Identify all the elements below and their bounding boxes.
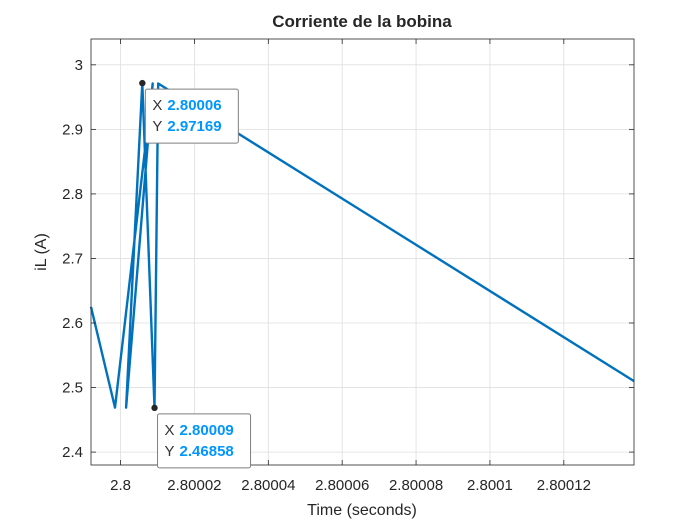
- datatip: X 2.80009 Y 2.46858: [157, 413, 252, 469]
- datatip-y-key: Y: [165, 443, 175, 460]
- x-tick-label: 2.80012: [537, 477, 591, 494]
- x-tick-label: 2.80008: [389, 477, 443, 494]
- y-tick-label: 2.9: [62, 121, 83, 138]
- x-tick-label: 2.80006: [315, 477, 369, 494]
- datatip-y-key: Y: [152, 118, 162, 135]
- y-tick-label: 2.4: [62, 444, 83, 461]
- datatip-x-key: X: [152, 97, 162, 114]
- datatip-marker: [151, 404, 158, 412]
- x-axis-label: Time (seconds): [307, 502, 417, 519]
- datatip: X 2.80006 Y 2.97169: [144, 88, 239, 144]
- chart-title: Corriente de la bobina: [272, 12, 452, 31]
- datatips: X 2.80006 Y 2.97169 X 2.80009 Y 2.46858: [139, 79, 252, 469]
- y-tick-label: 2.8: [62, 186, 83, 203]
- datatip-x-value: 2.80006: [167, 97, 221, 114]
- ticks: 2.8 2.80002 2.80004 2.80006 2.80008 2.8001 2.8…: [62, 39, 634, 494]
- datatip-y-value: 2.46858: [180, 443, 234, 460]
- y-tick-label: 3: [75, 57, 83, 74]
- datatip-box: [157, 413, 252, 469]
- datatip-x-value: 2.80009: [180, 422, 234, 439]
- y-tick-label: 2.6: [62, 315, 83, 332]
- y-tick-label: 2.7: [62, 250, 83, 267]
- datatip-box: [144, 88, 239, 144]
- datatip-x-key: X: [165, 422, 175, 439]
- datatip-y-value: 2.97169: [167, 118, 221, 135]
- x-tick-label: 2.80002: [167, 477, 221, 494]
- axes-box: [90, 38, 635, 466]
- y-tick-label: 2.5: [62, 380, 83, 397]
- datatip-marker: [139, 79, 146, 87]
- x-tick-label: 2.8001: [467, 477, 513, 494]
- x-tick-label: 2.8: [110, 477, 131, 494]
- y-axis-label: iL (A): [33, 233, 50, 271]
- x-tick-label: 2.80004: [241, 477, 295, 494]
